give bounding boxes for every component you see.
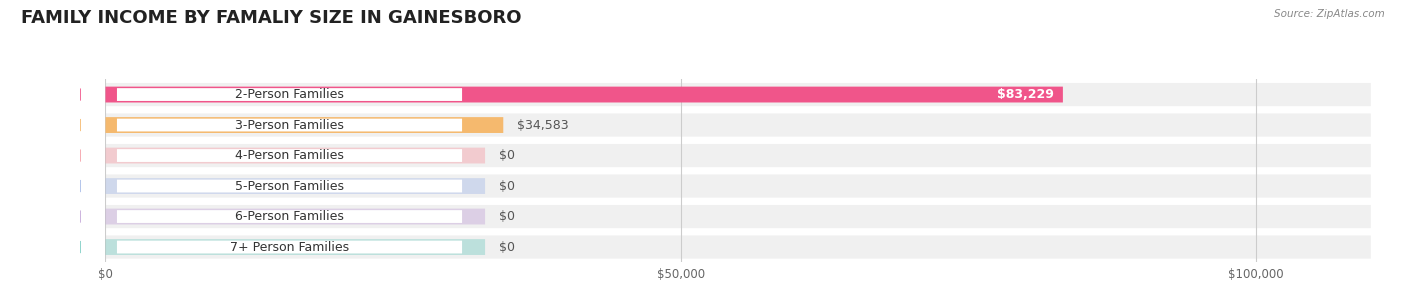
FancyBboxPatch shape — [117, 180, 463, 192]
FancyBboxPatch shape — [117, 241, 463, 253]
FancyBboxPatch shape — [105, 83, 1371, 106]
FancyBboxPatch shape — [117, 149, 463, 162]
Text: $0: $0 — [499, 180, 515, 192]
Text: 7+ Person Families: 7+ Person Families — [231, 241, 349, 253]
FancyBboxPatch shape — [117, 88, 463, 101]
FancyBboxPatch shape — [117, 119, 463, 131]
Text: $0: $0 — [499, 210, 515, 223]
FancyBboxPatch shape — [105, 209, 485, 224]
FancyBboxPatch shape — [105, 148, 485, 163]
FancyBboxPatch shape — [105, 205, 1371, 228]
FancyBboxPatch shape — [105, 113, 1371, 137]
FancyBboxPatch shape — [105, 239, 485, 255]
Text: 5-Person Families: 5-Person Families — [235, 180, 344, 192]
Text: $0: $0 — [499, 241, 515, 253]
Text: $34,583: $34,583 — [517, 119, 568, 131]
Text: 2-Person Families: 2-Person Families — [235, 88, 344, 101]
Text: Source: ZipAtlas.com: Source: ZipAtlas.com — [1274, 9, 1385, 19]
FancyBboxPatch shape — [105, 117, 503, 133]
FancyBboxPatch shape — [105, 87, 1063, 102]
FancyBboxPatch shape — [105, 235, 1371, 259]
FancyBboxPatch shape — [105, 144, 1371, 167]
Text: $0: $0 — [499, 149, 515, 162]
FancyBboxPatch shape — [117, 210, 463, 223]
Text: $83,229: $83,229 — [997, 88, 1053, 101]
Text: 3-Person Families: 3-Person Families — [235, 119, 344, 131]
Text: 6-Person Families: 6-Person Families — [235, 210, 344, 223]
Text: FAMILY INCOME BY FAMALIY SIZE IN GAINESBORO: FAMILY INCOME BY FAMALIY SIZE IN GAINESB… — [21, 9, 522, 27]
FancyBboxPatch shape — [105, 178, 485, 194]
FancyBboxPatch shape — [105, 174, 1371, 198]
Text: 4-Person Families: 4-Person Families — [235, 149, 344, 162]
